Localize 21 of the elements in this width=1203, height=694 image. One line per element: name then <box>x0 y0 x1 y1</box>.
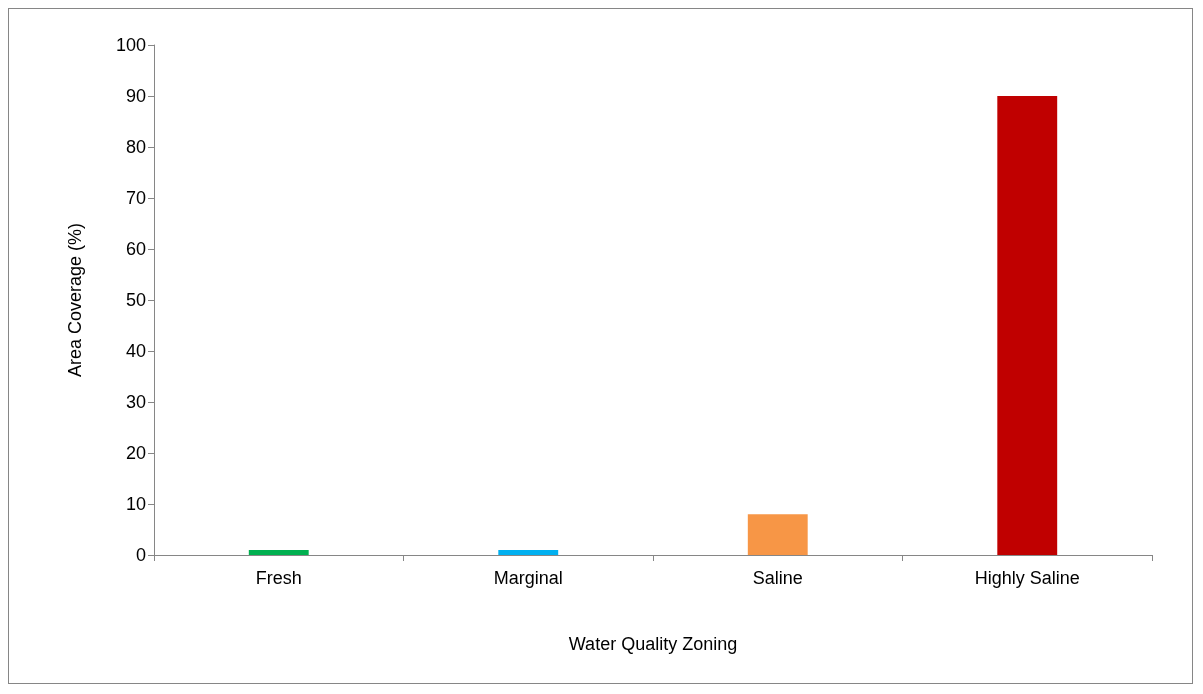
y-tick-label: 80 <box>125 137 146 157</box>
x-axis-title: Water Quality Zoning <box>568 634 738 654</box>
y-tick-label: 60 <box>125 239 146 259</box>
y-tick-label: 70 <box>125 188 146 208</box>
y-tick-label: 20 <box>125 443 146 463</box>
y-tick-label: 30 <box>125 392 146 412</box>
bar <box>498 549 559 555</box>
y-tick-label: 90 <box>125 86 146 106</box>
x-tick-label: Highly Saline <box>974 568 1080 588</box>
x-tick-label: Marginal <box>493 568 563 588</box>
bar <box>248 549 309 555</box>
y-tick-label: 100 <box>115 35 146 55</box>
y-tick-label: 50 <box>125 290 146 310</box>
y-tick-label: 10 <box>125 494 146 514</box>
y-tick-label: 40 <box>125 341 146 361</box>
x-tick-label: Saline <box>752 568 803 588</box>
bar <box>747 514 808 555</box>
x-tick-label: Fresh <box>255 568 302 588</box>
y-axis-title: Area Coverage (%) <box>65 222 85 378</box>
bar <box>997 96 1058 555</box>
y-tick-label: 0 <box>135 545 146 565</box>
